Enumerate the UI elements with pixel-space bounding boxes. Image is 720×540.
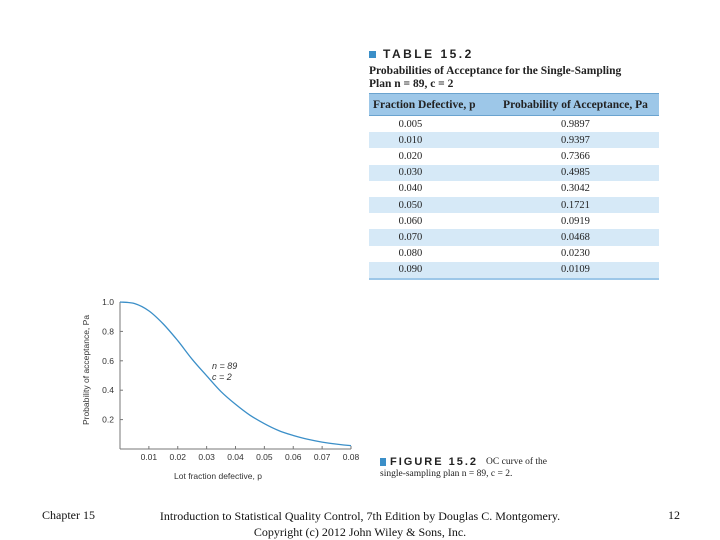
cell-probability-acceptance: 0.4985 (491, 164, 659, 181)
footer-citation: Introduction to Statistical Quality Cont… (150, 508, 570, 540)
x-tick-label: 0.03 (198, 452, 215, 462)
cell-probability-acceptance: 0.9897 (561, 118, 590, 130)
figure-caption-inline: OC curve of the (486, 457, 547, 467)
table-label: TABLE 15.2 (383, 47, 474, 61)
y-tick-label: 0.8 (102, 326, 114, 336)
figure-caption: FIGURE 15.2 OC curve of the single-sampl… (380, 456, 620, 480)
figure-caption-head: FIGURE 15.2 OC curve of the (380, 456, 620, 468)
table-row: 0.080 0.0230 (369, 246, 659, 262)
x-tick-label: 0.06 (285, 452, 302, 462)
table-header: TABLE 15.2 (369, 44, 659, 64)
cell-probability-acceptance: 0.0919 (561, 215, 590, 227)
table-caption-line1: Probabilities of Acceptance for the Sing… (369, 65, 622, 77)
y-tick-label: 1.0 (102, 297, 114, 307)
cell-probability-acceptance: 0.3042 (561, 183, 590, 195)
y-tick-label: 0.4 (102, 385, 114, 395)
x-tick-label: 0.07 (314, 452, 331, 462)
cell-fraction-defective: 0.010 (369, 132, 492, 149)
oc-curve-line (119, 301, 352, 447)
table-row: 0.005 0.9897 (369, 116, 659, 133)
col-header-probability-acceptance: Probability of Acceptance, Pa (491, 93, 659, 116)
x-tick-label: 0.04 (227, 452, 244, 462)
table-row: 0.020 0.7366 (369, 148, 659, 164)
x-tick-label: 0.02 (169, 452, 186, 462)
cell-fraction-defective: 0.060 (398, 215, 423, 227)
x-tick-label: 0.01 (141, 452, 158, 462)
table-caption-line2: Plan n = 89, c = 2 (369, 78, 454, 90)
x-tick-label: 0.08 (343, 452, 360, 462)
cell-probability-acceptance: 0.7366 (561, 150, 590, 162)
cell-fraction-defective: 0.020 (398, 150, 423, 162)
cell-probability-acceptance: 0.1721 (491, 196, 659, 214)
footer-citation-line2: Copyright (c) 2012 John Wiley & Sons, In… (253, 525, 467, 539)
table-row: 0.050 0.1721 (369, 196, 659, 214)
x-axis-label: Lot fraction defective, p (174, 471, 262, 481)
table-header-row: Fraction Defective, p Probability of Acc… (369, 93, 659, 116)
footer-citation-line1: Introduction to Statistical Quality Cont… (159, 509, 561, 523)
table-row: 0.090 0.0109 (369, 261, 659, 280)
table-15-2: TABLE 15.2 Probabilities of Acceptance f… (369, 44, 659, 280)
square-bullet-icon (369, 50, 376, 58)
cell-fraction-defective: 0.050 (369, 196, 492, 214)
footer-page-number: 12 (668, 508, 680, 522)
table-caption: Probabilities of Acceptance for the Sing… (369, 65, 659, 91)
y-tick-label: 0.2 (102, 415, 114, 425)
cell-fraction-defective: 0.005 (398, 118, 423, 130)
table-row: 0.040 0.3042 (369, 181, 659, 197)
col-header-fraction-defective: Fraction Defective, p (369, 93, 492, 116)
table-row: 0.010 0.9397 (369, 132, 659, 149)
cell-probability-acceptance: 0.9397 (491, 132, 659, 149)
cell-fraction-defective: 0.070 (369, 229, 492, 246)
figure-label: FIGURE 15.2 (390, 456, 479, 468)
probability-table: Fraction Defective, p Probability of Acc… (369, 93, 659, 280)
table-row: 0.030 0.4985 (369, 164, 659, 181)
x-tick-label: 0.05 (256, 452, 273, 462)
cell-probability-acceptance: 0.0109 (491, 261, 659, 280)
figure-caption-line2: single-sampling plan n = 89, c = 2. (380, 469, 513, 479)
annotation-c: c = 2 (212, 372, 232, 382)
cell-fraction-defective: 0.090 (369, 261, 492, 280)
cell-probability-acceptance: 0.0468 (491, 229, 659, 246)
cell-fraction-defective: 0.040 (398, 183, 423, 195)
table-row: 0.070 0.0468 (369, 229, 659, 246)
table-row: 0.060 0.0919 (369, 213, 659, 229)
cell-fraction-defective: 0.030 (369, 164, 492, 181)
cell-fraction-defective: 0.080 (398, 248, 423, 260)
y-tick-label: 0.6 (102, 356, 114, 366)
square-bullet-icon (380, 458, 386, 466)
oc-curve-chart: 0.01 0.02 0.03 0.04 0.05 0.06 0.07 0.08 0.2 0.4 0.… (81, 297, 360, 481)
footer-chapter: Chapter 15 (42, 508, 95, 522)
annotation-n: n = 89 (212, 361, 237, 371)
y-axis-label: Probability of acceptance, Pa (81, 315, 91, 425)
cell-probability-acceptance: 0.0230 (561, 248, 590, 260)
